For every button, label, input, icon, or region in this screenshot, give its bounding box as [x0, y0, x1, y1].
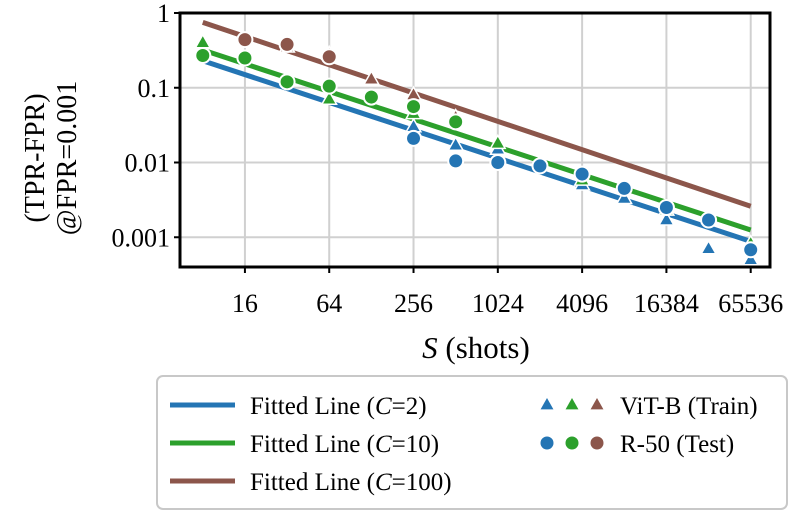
legend-marker-circle	[563, 434, 581, 452]
x-tick-label: 65536	[718, 289, 783, 318]
y-tick-label: 0.001	[112, 223, 171, 252]
data-point-circle	[700, 211, 718, 229]
data-point-circle	[320, 77, 338, 95]
x-tick-label: 256	[394, 289, 433, 318]
data-point-circle	[447, 113, 465, 131]
x-tick-label: 4096	[556, 289, 608, 318]
y-axis-label-line2: @FPR=0.001	[52, 81, 83, 235]
data-point-circle	[278, 35, 296, 53]
plot-frame	[178, 11, 772, 269]
fitted-line	[201, 19, 752, 209]
y-tick-label: 1	[157, 0, 170, 28]
legend-marker-label: R-50 (Test)	[620, 431, 734, 458]
legend-marker-triangle	[565, 398, 579, 410]
y-tick-label: 0.01	[125, 149, 171, 178]
data-point-triangle	[362, 69, 381, 85]
legend-marker-triangle	[540, 398, 554, 410]
x-tick-label: 16	[232, 289, 258, 318]
data-point-circle	[657, 199, 675, 217]
data-point-triangle	[657, 210, 676, 226]
legend-marker-triangle	[590, 398, 604, 410]
data-point-triangle	[489, 133, 507, 150]
data-point-triangle	[447, 135, 465, 151]
legend-frame	[156, 375, 788, 510]
data-points	[194, 31, 760, 266]
legend-line-entries: Fitted Line (C=2) Fitted Line (C=10) Fitte…	[170, 393, 452, 496]
legend-line-label: Fitted Line (C=2)	[250, 393, 427, 420]
data-point-circle	[405, 98, 423, 116]
legend-marker-circle	[538, 434, 556, 452]
data-point-triangle	[320, 89, 338, 106]
data-point-circle	[615, 179, 633, 197]
x-tick-label: 16384	[634, 289, 699, 318]
data-point-circle	[573, 165, 591, 183]
data-point-circle	[236, 31, 254, 49]
data-point-circle	[531, 157, 549, 175]
x-tick-label: 1024	[472, 289, 524, 318]
x-axis-label: S (shots)	[422, 330, 530, 365]
data-point-triangle	[194, 33, 212, 49]
x-axis-ticks: 16 64 256 1024 4096 16384 65536	[232, 267, 783, 318]
data-point-circle	[742, 241, 760, 259]
legend-marker-label: ViT-B (Train)	[620, 393, 758, 420]
legend-line-label: Fitted Line (C=100)	[250, 469, 452, 496]
legend-line-label: Fitted Line (C=10)	[250, 431, 439, 458]
data-point-circle	[447, 152, 465, 170]
x-tick-label: 64	[316, 289, 342, 318]
data-point-triangle	[615, 188, 633, 205]
legend-marker-circle	[588, 434, 606, 452]
legend: Fitted Line (C=2) Fitted Line (C=10) Fitte…	[156, 375, 788, 510]
data-point-circle	[405, 129, 423, 147]
data-point-circle	[278, 73, 296, 91]
y-axis-label: (TPR-FPR) @FPR=0.001	[20, 81, 83, 235]
data-point-circle	[362, 88, 380, 106]
data-point-circle	[489, 154, 507, 172]
data-point-circle	[194, 47, 212, 65]
data-point-circle	[320, 48, 338, 66]
y-axis-ticks: 0.001 0.01 0.1 1	[112, 0, 180, 252]
data-point-triangle	[699, 239, 718, 255]
y-axis-label-line1: (TPR-FPR)	[20, 93, 51, 222]
y-tick-label: 0.1	[138, 74, 171, 103]
legend-marker-entries: ViT-B (Train) R-50 (Test)	[538, 393, 758, 458]
data-point-circle	[236, 49, 254, 67]
